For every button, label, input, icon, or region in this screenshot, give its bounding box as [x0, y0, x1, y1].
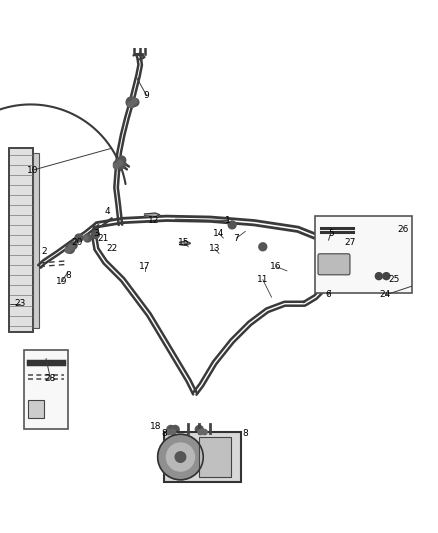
Bar [24, 350, 68, 429]
Circle shape [167, 425, 175, 433]
Text: 22: 22 [106, 245, 117, 254]
Text: 8: 8 [161, 429, 167, 438]
Text: 12: 12 [148, 216, 159, 225]
Circle shape [118, 156, 126, 164]
Bar [164, 432, 241, 482]
Circle shape [158, 434, 203, 480]
Text: 6: 6 [325, 290, 332, 300]
Circle shape [92, 231, 99, 238]
Text: 5: 5 [328, 229, 334, 238]
Circle shape [113, 160, 121, 168]
Circle shape [66, 245, 74, 253]
Bar [315, 216, 412, 293]
Circle shape [170, 430, 176, 435]
Bar [9, 148, 33, 332]
Circle shape [131, 98, 139, 106]
Circle shape [115, 158, 126, 169]
Bar [199, 437, 231, 477]
Text: 27: 27 [345, 238, 356, 247]
Polygon shape [145, 213, 160, 216]
Circle shape [171, 425, 179, 433]
Text: 4: 4 [105, 207, 110, 216]
Circle shape [117, 160, 123, 166]
Circle shape [175, 452, 186, 462]
Text: 23: 23 [14, 299, 25, 308]
Text: 19: 19 [56, 277, 67, 286]
Text: 8: 8 [65, 271, 71, 280]
Text: 7: 7 [233, 233, 240, 243]
Text: 18: 18 [150, 422, 161, 431]
Circle shape [84, 234, 92, 242]
Circle shape [195, 425, 203, 433]
Text: 16: 16 [270, 262, 282, 271]
Circle shape [126, 97, 137, 108]
Circle shape [75, 234, 83, 242]
Circle shape [132, 99, 137, 104]
Circle shape [383, 273, 390, 280]
Text: 13: 13 [209, 245, 220, 254]
Circle shape [198, 430, 203, 435]
Circle shape [375, 273, 382, 280]
Circle shape [128, 102, 133, 107]
Circle shape [84, 236, 88, 240]
Circle shape [113, 164, 119, 169]
Circle shape [65, 248, 71, 253]
Circle shape [202, 430, 207, 435]
FancyBboxPatch shape [318, 254, 350, 275]
Text: 1: 1 [225, 216, 231, 225]
Circle shape [70, 242, 77, 249]
Text: 14: 14 [213, 229, 225, 238]
Text: 3: 3 [93, 229, 99, 238]
Bar [33, 152, 39, 328]
Text: 21: 21 [97, 233, 109, 243]
Text: 9: 9 [144, 91, 150, 100]
Text: 17: 17 [139, 262, 150, 271]
Text: 26: 26 [397, 225, 409, 234]
Text: 15: 15 [178, 238, 190, 247]
Bar [28, 400, 44, 418]
Text: 2: 2 [41, 247, 46, 256]
Text: 20: 20 [71, 238, 82, 247]
Text: 10: 10 [27, 166, 39, 175]
Polygon shape [180, 241, 191, 246]
Circle shape [166, 430, 171, 435]
Text: 11: 11 [257, 275, 268, 284]
Circle shape [259, 243, 267, 251]
Text: 24: 24 [380, 290, 391, 300]
Circle shape [228, 221, 236, 229]
Text: 8: 8 [242, 429, 248, 438]
Text: 28: 28 [45, 374, 56, 383]
Text: 25: 25 [389, 275, 400, 284]
Circle shape [69, 245, 74, 250]
Circle shape [166, 443, 194, 471]
